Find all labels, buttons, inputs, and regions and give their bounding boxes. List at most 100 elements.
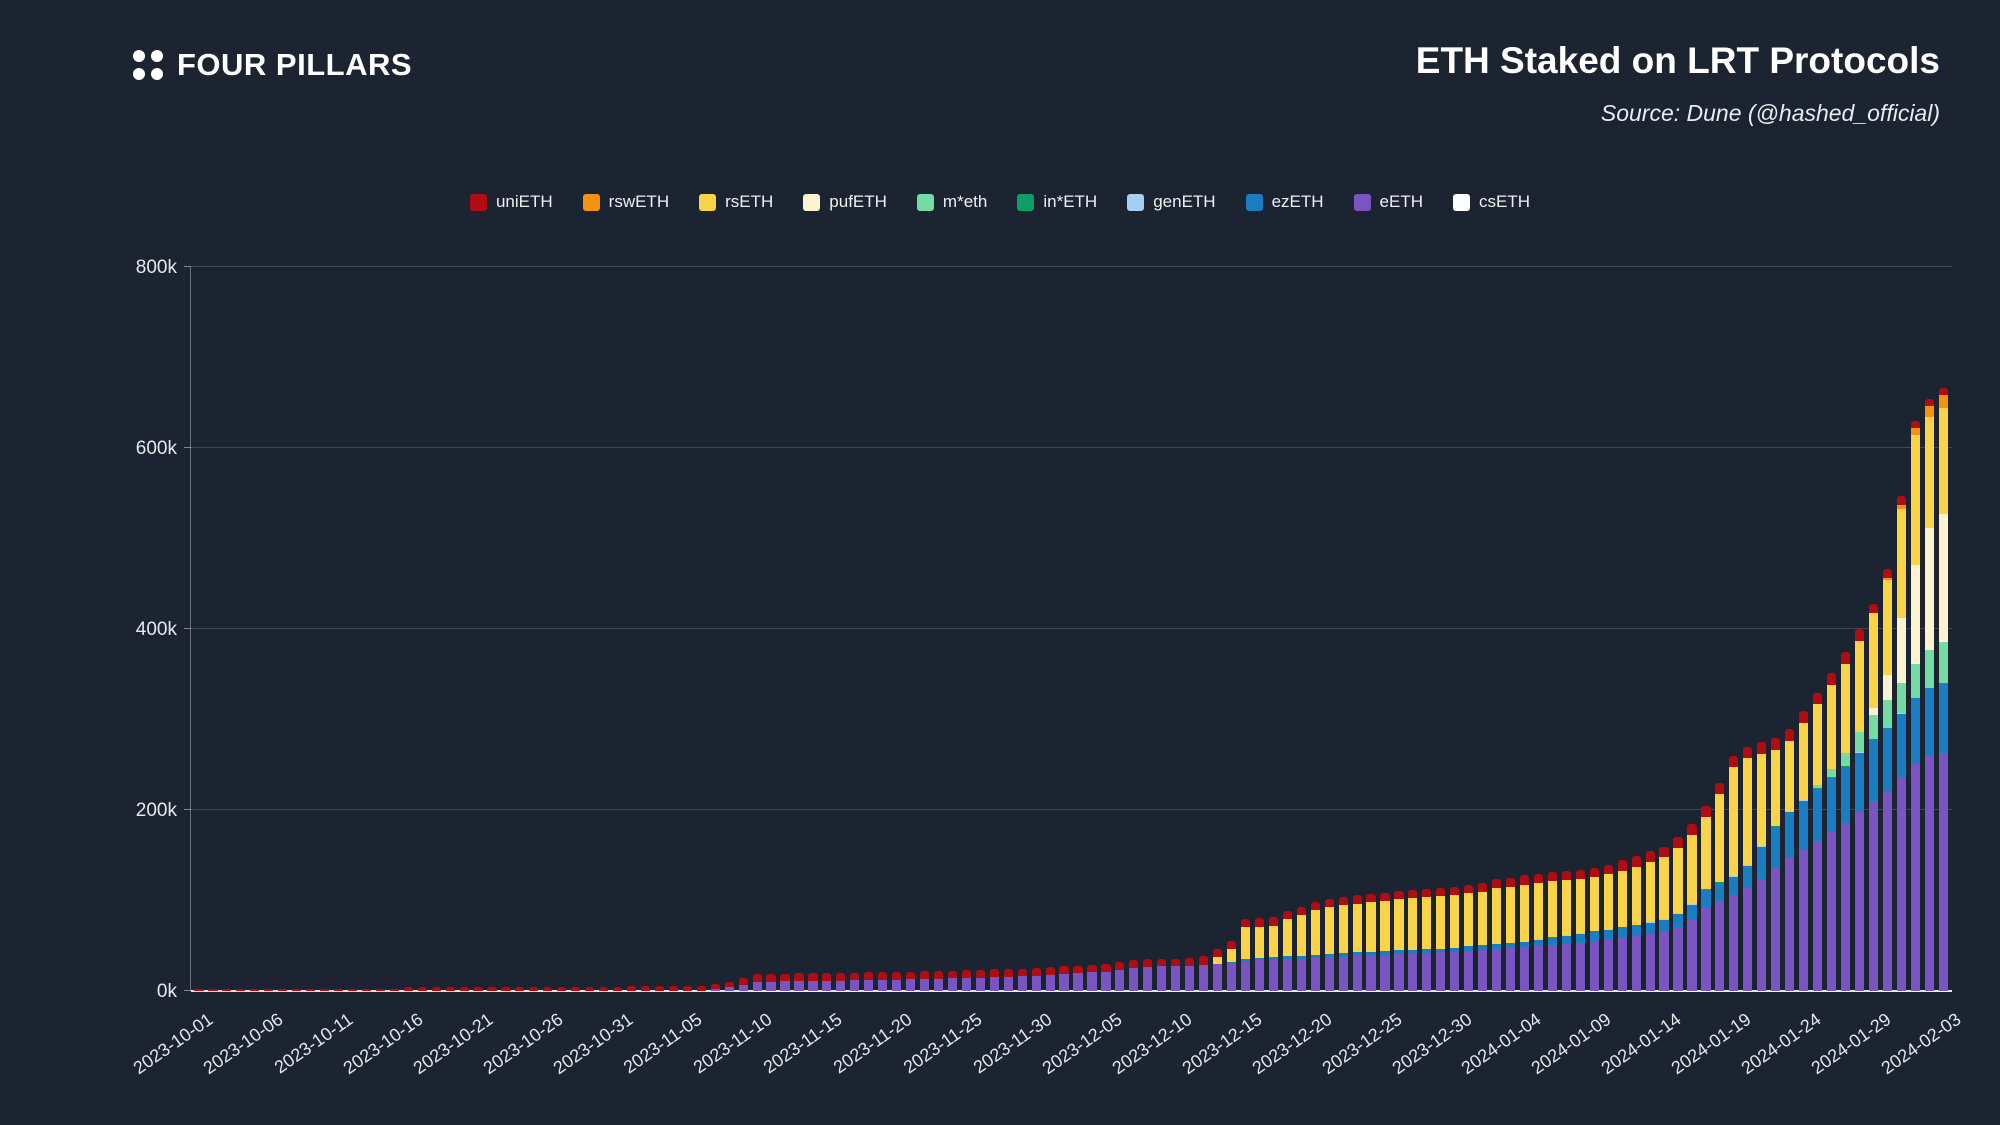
bar[interactable] <box>1812 692 1823 991</box>
bar[interactable] <box>501 987 511 991</box>
bar[interactable] <box>222 988 232 991</box>
bar[interactable] <box>696 986 706 991</box>
bar[interactable] <box>1226 941 1237 991</box>
bar[interactable] <box>1771 737 1781 991</box>
bar[interactable] <box>794 973 804 991</box>
legend-item-ezETH[interactable]: ezETH <box>1245 192 1324 212</box>
bar[interactable] <box>1533 873 1544 991</box>
bar[interactable] <box>822 973 832 991</box>
bar[interactable] <box>1924 398 1934 991</box>
bar[interactable] <box>1324 898 1334 991</box>
bar[interactable] <box>515 987 525 991</box>
bar[interactable] <box>571 987 581 991</box>
bar[interactable] <box>1701 805 1711 991</box>
bar[interactable] <box>347 988 358 991</box>
legend-item-rsETH[interactable]: rsETH <box>699 192 773 212</box>
bar[interactable] <box>1380 893 1390 991</box>
legend-item-csETH[interactable]: csETH <box>1453 192 1530 212</box>
bar[interactable] <box>668 986 678 991</box>
bar[interactable] <box>878 972 888 991</box>
bar[interactable] <box>1073 965 1083 991</box>
bar[interactable] <box>1715 783 1725 991</box>
bar[interactable] <box>961 970 971 991</box>
bar[interactable] <box>1338 897 1348 991</box>
legend-item-inxETH[interactable]: in*ETH <box>1017 192 1097 212</box>
bar[interactable] <box>919 971 930 991</box>
bar[interactable] <box>724 981 734 991</box>
bar[interactable] <box>1212 948 1223 991</box>
bar[interactable] <box>1171 958 1181 991</box>
bar[interactable] <box>599 987 609 991</box>
bar[interactable] <box>612 987 623 991</box>
bar[interactable] <box>1492 879 1502 991</box>
bar[interactable] <box>1394 891 1404 991</box>
bar[interactable] <box>1840 651 1851 991</box>
bar[interactable] <box>1799 710 1809 991</box>
legend-item-pufETH[interactable]: pufETH <box>803 192 887 212</box>
bar[interactable] <box>292 988 302 991</box>
legend-item-mxeth[interactable]: m*eth <box>916 192 987 212</box>
bar[interactable] <box>1296 907 1306 991</box>
bar[interactable] <box>459 987 469 991</box>
bar[interactable] <box>1017 968 1027 991</box>
bar[interactable] <box>1896 496 1906 991</box>
bar[interactable] <box>1101 964 1111 991</box>
bar[interactable] <box>1910 420 1920 991</box>
bar[interactable] <box>375 988 385 991</box>
bar[interactable] <box>864 972 874 991</box>
bar[interactable] <box>975 969 985 991</box>
bar[interactable] <box>1254 918 1264 991</box>
bar[interactable] <box>319 988 330 991</box>
bar[interactable] <box>850 972 860 991</box>
bar[interactable] <box>1729 756 1739 991</box>
bar[interactable] <box>1478 882 1488 991</box>
bar[interactable] <box>1575 870 1585 991</box>
bar[interactable] <box>1408 889 1418 991</box>
bar[interactable] <box>1199 956 1209 991</box>
bar[interactable] <box>1422 888 1432 991</box>
bar[interactable] <box>1157 958 1167 991</box>
bar[interactable] <box>933 971 944 991</box>
bar[interactable] <box>1826 672 1837 991</box>
bar[interactable] <box>780 973 790 991</box>
bar[interactable] <box>1240 919 1251 991</box>
bar[interactable] <box>264 988 274 991</box>
bar[interactable] <box>389 988 399 991</box>
bar[interactable] <box>1519 875 1530 991</box>
bar[interactable] <box>766 974 776 991</box>
bar[interactable] <box>250 988 260 991</box>
bar[interactable] <box>194 988 204 991</box>
bar[interactable] <box>682 986 692 991</box>
bar[interactable] <box>431 987 441 991</box>
bar[interactable] <box>1143 959 1153 991</box>
bar[interactable] <box>808 973 818 991</box>
bar[interactable] <box>403 987 413 991</box>
bar[interactable] <box>1115 962 1125 991</box>
bar[interactable] <box>1450 887 1460 991</box>
bar[interactable] <box>1645 851 1655 991</box>
bar[interactable] <box>1129 960 1139 991</box>
legend-item-rswETH[interactable]: rswETH <box>582 192 669 212</box>
bar[interactable] <box>445 987 455 991</box>
bar[interactable] <box>278 988 288 991</box>
bar[interactable] <box>1464 884 1474 991</box>
bar[interactable] <box>1366 894 1376 991</box>
bar[interactable] <box>1631 855 1641 991</box>
bar[interactable] <box>1673 837 1683 991</box>
bar[interactable] <box>543 987 553 991</box>
bar[interactable] <box>1505 877 1516 991</box>
bar[interactable] <box>585 987 595 991</box>
bar[interactable] <box>1045 967 1055 991</box>
bar[interactable] <box>1743 746 1753 991</box>
bar[interactable] <box>836 972 846 991</box>
bar[interactable] <box>1003 969 1013 991</box>
bar[interactable] <box>1561 870 1571 991</box>
legend-item-uniETH[interactable]: uniETH <box>469 192 553 212</box>
bar[interactable] <box>892 972 902 991</box>
bar[interactable] <box>1310 901 1320 991</box>
bar[interactable] <box>333 988 344 991</box>
bar[interactable] <box>473 987 483 991</box>
bar[interactable] <box>1687 823 1697 991</box>
bar[interactable] <box>1882 569 1892 991</box>
bar[interactable] <box>1785 728 1795 991</box>
